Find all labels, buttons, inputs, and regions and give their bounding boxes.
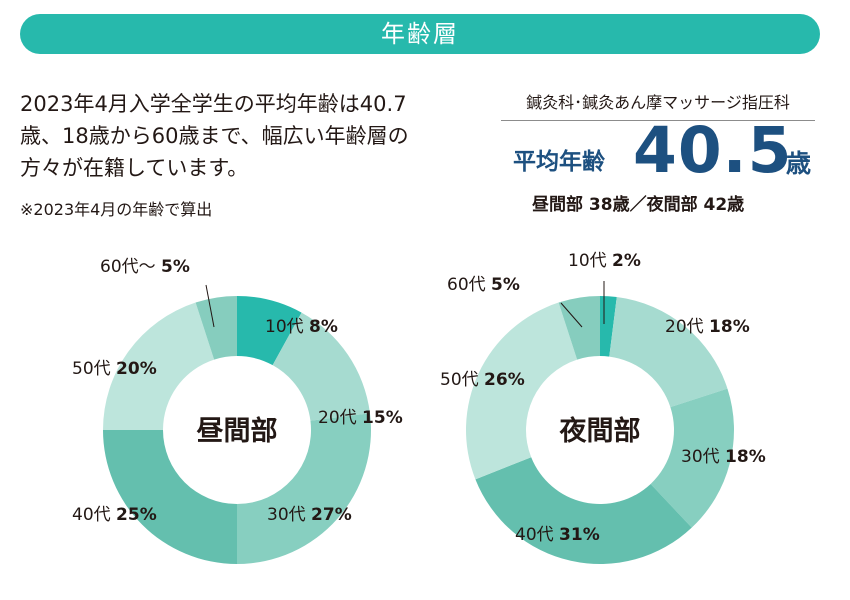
segment-value: 2% — [612, 251, 641, 271]
donut-segment — [475, 457, 692, 565]
donut-segment — [237, 413, 371, 564]
average-age-unit: 歳 — [786, 149, 812, 178]
segment-category: 40代 — [515, 525, 559, 545]
section-header: 年齢層 — [20, 14, 820, 54]
segment-category: 60代 — [447, 275, 491, 295]
segment-label: 60代 5% — [447, 275, 520, 295]
segment-category: 20代 — [318, 408, 362, 428]
segment-value: 25% — [116, 505, 157, 525]
donut-segment — [650, 388, 734, 528]
intro-line: 方々が在籍しています。 — [20, 156, 249, 180]
chart-title: 昼間部 — [197, 415, 278, 447]
segment-category: 60代～ — [100, 257, 161, 277]
intro-text: 2023年4月入学全学生の平均年齢は40.7 歳、18歳から60歳まで、幅広い年… — [20, 88, 490, 184]
segment-value: 15% — [362, 408, 403, 428]
donut-segment — [609, 297, 728, 408]
donut-segment — [272, 312, 370, 421]
segment-category: 40代 — [72, 505, 116, 525]
leader-line — [560, 302, 583, 328]
segment-value: 31% — [559, 525, 600, 545]
donut-segment — [466, 302, 578, 480]
segment-label: 20代 15% — [318, 408, 403, 428]
footnote: ※2023年4月の年齢で算出 — [20, 200, 213, 219]
average-age-value: 40.5 — [633, 114, 793, 187]
segment-value: 5% — [161, 257, 190, 277]
donut-segment — [103, 302, 215, 430]
segment-category: 20代 — [665, 317, 709, 337]
segment-value: 20% — [116, 359, 157, 379]
segment-value: 8% — [309, 317, 338, 337]
segment-label: 60代～ 5% — [100, 257, 190, 277]
donut-segment — [103, 430, 237, 564]
segment-category: 10代 — [568, 251, 612, 271]
donut-segment — [195, 296, 237, 360]
donut-segment — [237, 296, 302, 366]
department-name: 鍼灸科･鍼灸あん摩マッサージ指圧科 — [501, 89, 815, 121]
intro-line: 歳、18歳から60歳まで、幅広い年齢層の — [20, 124, 409, 148]
segment-label: 50代 26% — [440, 370, 525, 390]
segment-label: 30代 18% — [681, 447, 766, 467]
segment-label: 50代 20% — [72, 359, 157, 379]
intro-line: 2023年4月入学全学生の平均年齢は40.7 — [20, 92, 407, 116]
segment-category: 30代 — [267, 505, 311, 525]
segment-category: 30代 — [681, 447, 725, 467]
segment-value: 5% — [491, 275, 520, 295]
chart-title: 夜間部 — [559, 415, 641, 447]
segment-label: 20代 18% — [665, 317, 750, 337]
segment-label: 40代 31% — [515, 525, 600, 545]
segment-value: 27% — [311, 505, 352, 525]
segment-category: 10代 — [265, 317, 309, 337]
segment-value: 18% — [709, 317, 750, 337]
leader-line — [205, 284, 215, 328]
average-age-label: 平均年齢 — [513, 149, 605, 175]
segment-label: 40代 25% — [72, 505, 157, 525]
segment-label: 30代 27% — [267, 505, 352, 525]
segment-category: 50代 — [72, 359, 116, 379]
age-breakdown: 昼間部 38歳／夜間部 42歳 — [532, 195, 745, 215]
segment-label: 10代 8% — [265, 317, 338, 337]
segment-value: 26% — [484, 370, 525, 390]
segment-category: 50代 — [440, 370, 484, 390]
segment-value: 18% — [725, 447, 766, 467]
segment-label: 10代 2% — [568, 251, 641, 271]
